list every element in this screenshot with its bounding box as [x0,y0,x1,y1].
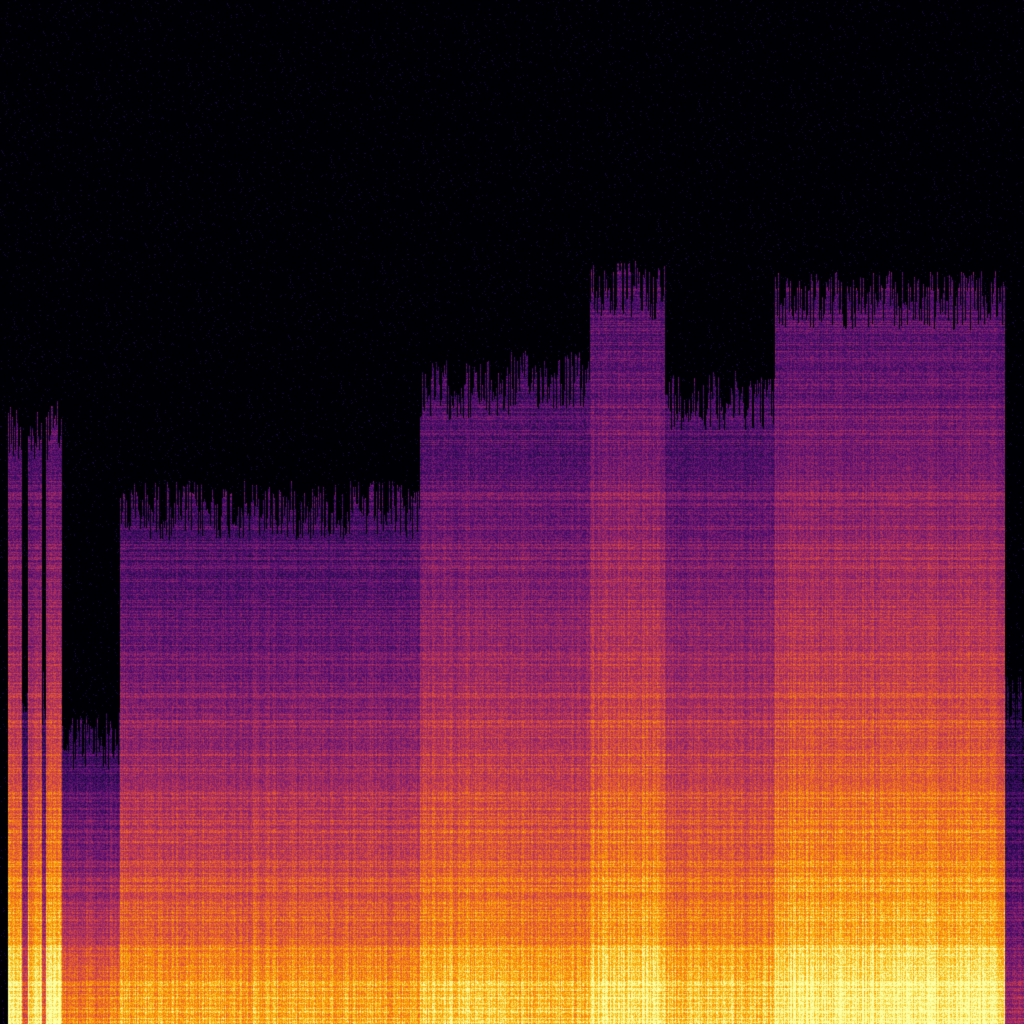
spectrogram-image [0,0,1024,1024]
